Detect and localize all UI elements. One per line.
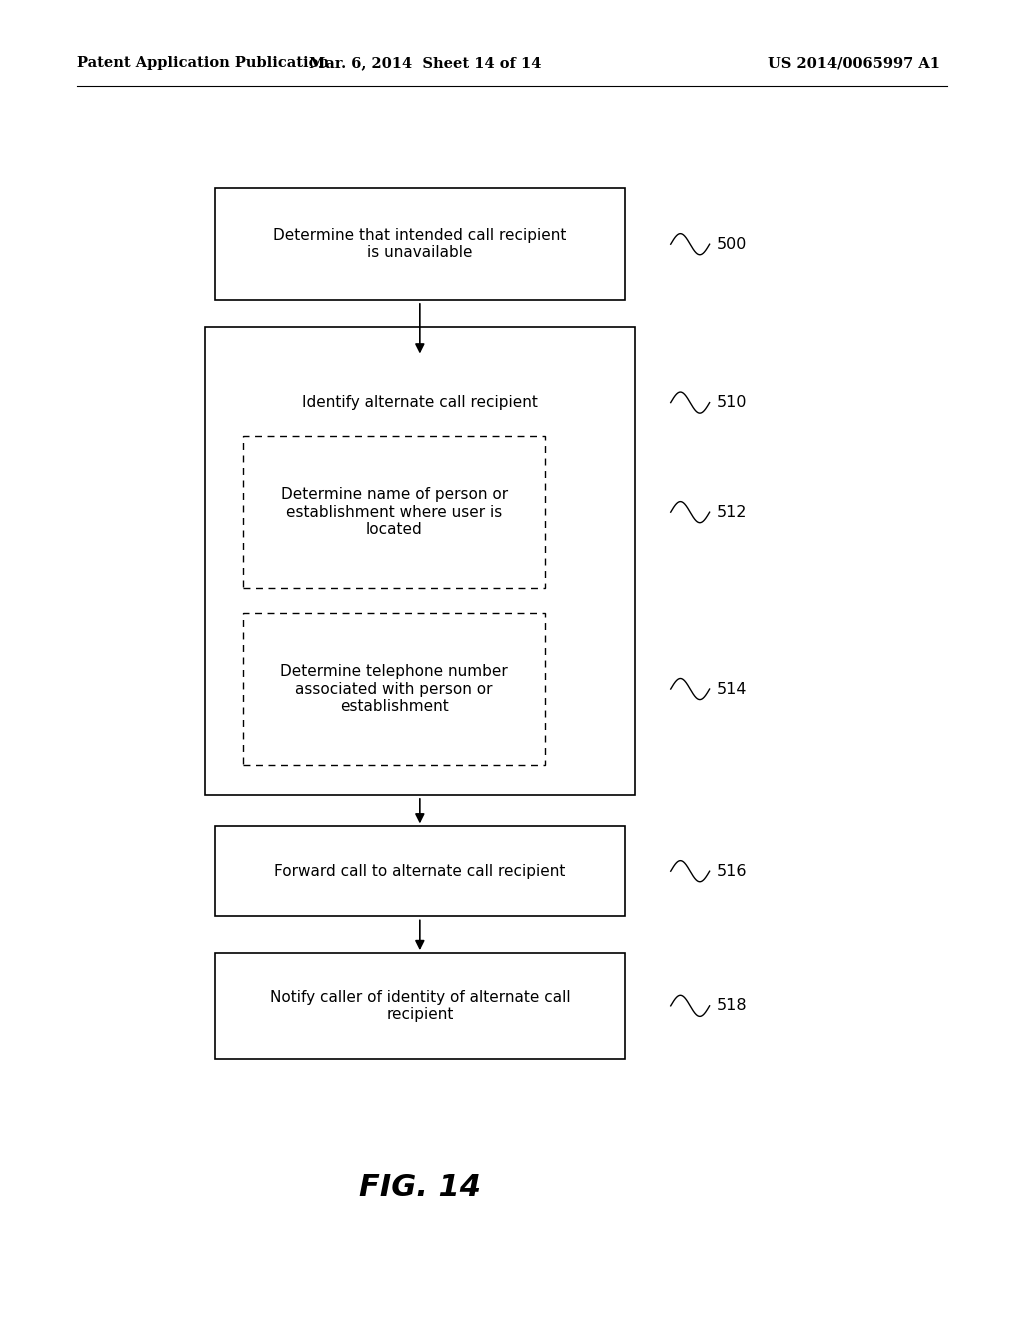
Text: 516: 516 [717,863,748,879]
Bar [215,953,625,1059]
Text: Determine name of person or
establishment where user is
located: Determine name of person or establishmen… [281,487,508,537]
Bar [205,327,635,795]
Text: 514: 514 [717,681,748,697]
Text: FIG. 14: FIG. 14 [358,1173,481,1203]
Text: Identify alternate call recipient: Identify alternate call recipient [302,395,538,411]
Bar [215,189,625,301]
Bar [244,612,545,766]
Text: 518: 518 [717,998,748,1014]
Bar [244,437,545,589]
Text: US 2014/0065997 A1: US 2014/0065997 A1 [768,57,940,70]
Text: 500: 500 [717,236,748,252]
Text: Patent Application Publication: Patent Application Publication [77,57,329,70]
Text: Mar. 6, 2014  Sheet 14 of 14: Mar. 6, 2014 Sheet 14 of 14 [309,57,541,70]
Text: Forward call to alternate call recipient: Forward call to alternate call recipient [274,863,565,879]
Bar [215,826,625,916]
Text: Determine telephone number
associated with person or
establishment: Determine telephone number associated wi… [281,664,508,714]
Text: 510: 510 [717,395,748,411]
Text: Notify caller of identity of alternate call
recipient: Notify caller of identity of alternate c… [269,990,570,1022]
Text: 512: 512 [717,504,748,520]
Text: Determine that intended call recipient
is unavailable: Determine that intended call recipient i… [273,228,566,260]
